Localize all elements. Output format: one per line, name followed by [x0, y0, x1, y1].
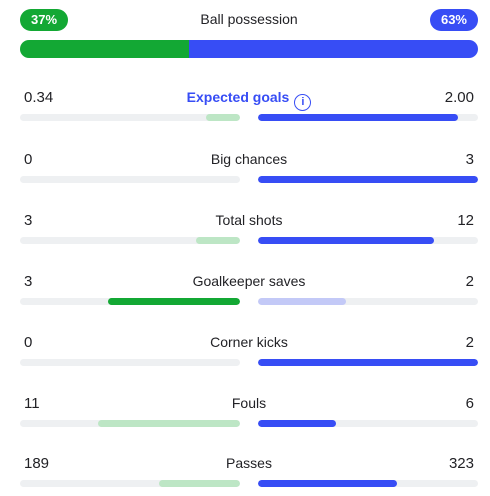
stat-row-fouls: 11 Fouls 6	[20, 393, 478, 433]
away-possession-fill	[189, 40, 478, 58]
stat-row-corner-kicks: 0 Corner kicks 2	[20, 332, 478, 372]
away-bar-track	[258, 420, 478, 427]
possession-bar	[20, 40, 478, 58]
expected-goals-link[interactable]: Expected goals i	[20, 89, 478, 111]
home-value: 3	[24, 273, 33, 290]
home-bar-fill	[196, 237, 240, 244]
away-value: 2	[465, 334, 474, 351]
away-bar-track	[258, 114, 478, 121]
stat-label: Passes	[226, 455, 272, 471]
stat-row-goalkeeper-saves: 3 Goalkeeper saves 2	[20, 271, 478, 311]
stat-label: Corner kicks	[210, 334, 288, 350]
stat-row-big-chances: 0 Big chances 3	[20, 149, 478, 189]
away-bar-track	[258, 176, 478, 183]
away-value: 2.00	[444, 89, 474, 106]
away-value: 3	[465, 151, 474, 168]
home-possession-fill	[20, 40, 190, 58]
away-value: 6	[465, 395, 474, 412]
home-value: 0	[24, 151, 33, 168]
away-bar-fill	[258, 420, 336, 427]
stat-label: Goalkeeper saves	[192, 273, 306, 289]
home-value: 189	[24, 455, 50, 472]
home-value: 11	[24, 395, 40, 412]
stat-label: Fouls	[231, 395, 267, 411]
stat-row-passes: 189 Passes 323	[20, 453, 478, 493]
home-bar-track	[20, 359, 240, 366]
away-possession-badge: 63%	[429, 9, 478, 31]
home-value: 3	[24, 212, 33, 229]
away-bar-fill	[258, 237, 434, 244]
away-bar-fill	[258, 176, 478, 183]
stat-label: Big chances	[210, 151, 288, 167]
away-bar-track	[258, 359, 478, 366]
home-value: 0.34	[24, 89, 54, 106]
away-value: 323	[448, 455, 474, 472]
home-bar-track	[20, 237, 240, 244]
stat-row-expected-goals: 0.34 Expected goals i 2.00	[20, 87, 478, 127]
home-bar-track	[20, 176, 240, 183]
stat-label: Expected goals	[186, 89, 290, 105]
home-bar-fill	[206, 114, 240, 121]
home-possession-badge: 37%	[20, 9, 69, 31]
possession-row: 37% Ball possession 63%	[20, 9, 478, 31]
home-bar-track	[20, 480, 240, 487]
info-icon[interactable]: i	[294, 94, 312, 111]
home-bar-track	[20, 298, 240, 305]
away-bar-track	[258, 298, 478, 305]
away-value: 12	[457, 212, 474, 229]
away-bar-fill	[258, 114, 458, 121]
home-bar-fill	[158, 480, 240, 487]
home-value: 0	[24, 334, 33, 351]
possession-label: Ball possession	[200, 11, 298, 27]
home-bar-fill	[97, 420, 240, 427]
away-bar-fill	[258, 359, 478, 366]
away-bar-fill	[258, 298, 346, 305]
away-bar-track	[258, 237, 478, 244]
away-bar-fill	[258, 480, 397, 487]
away-value: 2	[465, 273, 474, 290]
home-bar-track	[20, 114, 240, 121]
home-bar-fill	[108, 298, 240, 305]
stat-label: Total shots	[215, 212, 283, 228]
home-bar-track	[20, 420, 240, 427]
stat-row-total-shots: 3 Total shots 12	[20, 210, 478, 250]
away-bar-track	[258, 480, 478, 487]
